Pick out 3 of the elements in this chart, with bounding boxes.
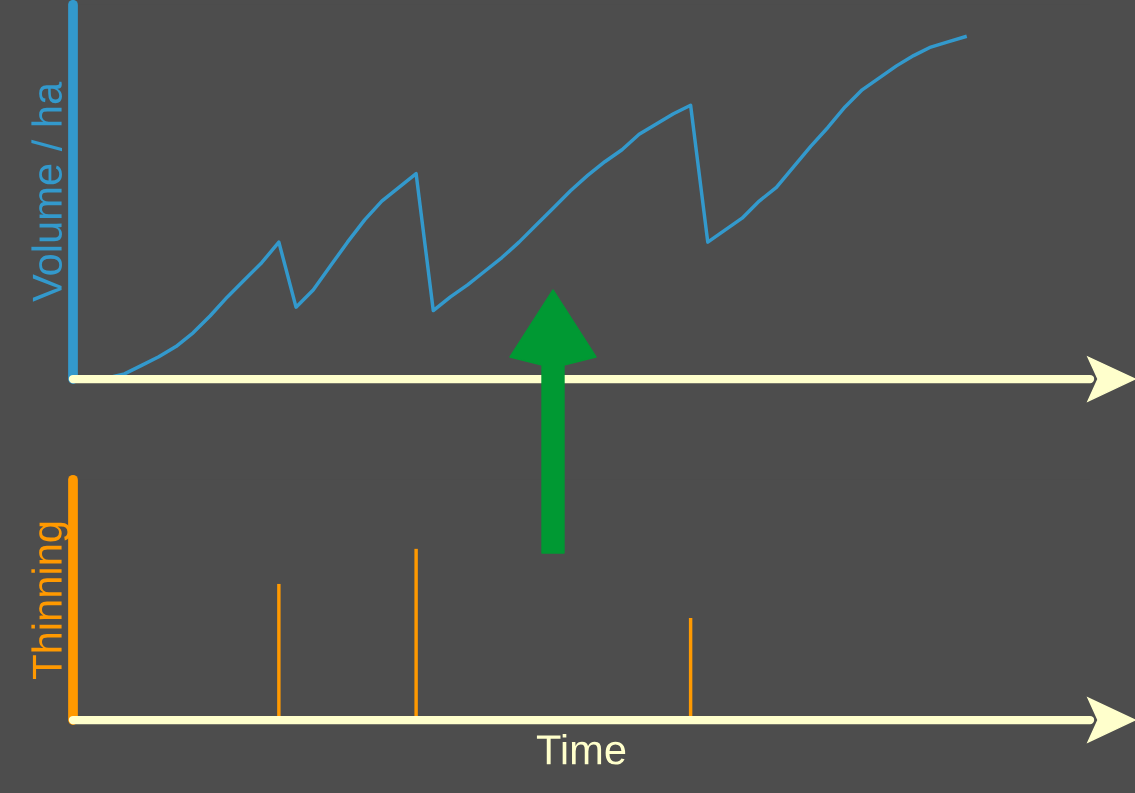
y-axis-title: Volume / ha: [31, 81, 62, 302]
x-axis-title: Time: [536, 733, 626, 765]
y-axis-title: Thinning: [31, 522, 71, 679]
